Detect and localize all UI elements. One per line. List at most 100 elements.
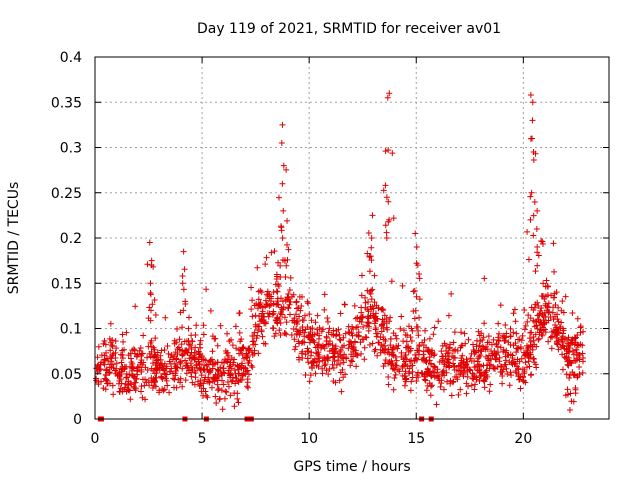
data-point: [431, 363, 437, 369]
data-point: [327, 366, 333, 372]
data-point: [144, 355, 150, 361]
data-point: [230, 342, 236, 348]
data-point: [181, 286, 187, 292]
data-point: [481, 320, 487, 326]
data-point: [352, 339, 358, 345]
data-point: [264, 255, 270, 261]
y-tick-label: 0.35: [51, 95, 82, 111]
data-point: [535, 337, 541, 343]
data-point: [531, 157, 537, 163]
data-point: [248, 306, 254, 312]
chart: Day 119 of 2021, SRMTID for receiver av0…: [0, 0, 640, 480]
data-point: [452, 329, 458, 335]
data-point: [532, 199, 538, 205]
data-point: [530, 99, 536, 105]
x-axis-label: GPS time / hours: [293, 459, 410, 475]
data-point: [487, 382, 493, 388]
data-point: [208, 308, 214, 314]
data-point: [223, 388, 229, 394]
data-point: [416, 271, 422, 277]
data-point: [550, 240, 556, 246]
data-point: [149, 258, 155, 264]
data-point: [226, 384, 232, 390]
data-point: [386, 381, 392, 387]
data-point: [361, 356, 367, 362]
data-point: [527, 330, 533, 336]
data-point: [369, 296, 375, 302]
data-point: [422, 328, 428, 334]
data-point: [165, 343, 171, 349]
data-point: [551, 269, 557, 275]
data-point: [389, 278, 395, 284]
data-point: [138, 345, 144, 351]
data-point: [275, 289, 281, 295]
data-point: [451, 364, 457, 370]
y-tick-label: 0: [73, 412, 82, 428]
data-point: [486, 333, 492, 339]
data-point: [118, 359, 124, 365]
data-point: [287, 312, 293, 318]
data-point: [548, 335, 554, 341]
data-point: [218, 323, 224, 329]
y-axis-label: SRMTID / TECUs: [6, 182, 22, 295]
x-tick-label: 20: [514, 431, 532, 447]
data-point: [315, 313, 321, 319]
data-point: [513, 318, 519, 324]
data-point: [284, 242, 290, 248]
data-point: [514, 345, 520, 351]
data-point: [224, 331, 230, 337]
data-point: [119, 352, 125, 358]
chart-title: Day 119 of 2021, SRMTID for receiver av0…: [197, 21, 501, 37]
data-point: [138, 389, 144, 395]
data-point: [481, 275, 487, 281]
data-point: [213, 400, 219, 406]
data-point: [192, 332, 198, 338]
data-point: [499, 381, 505, 387]
data-point: [404, 339, 410, 345]
data-point: [417, 275, 423, 281]
data-point: [278, 224, 284, 230]
data-point: [387, 315, 393, 321]
data-point: [198, 338, 204, 344]
data-point: [138, 383, 144, 389]
data-point: [438, 348, 444, 354]
data-point: [580, 370, 586, 376]
data-point: [233, 323, 239, 329]
data-point: [434, 401, 440, 407]
data-point: [513, 331, 519, 337]
data-point: [524, 343, 530, 349]
data-point: [414, 324, 420, 330]
data-point: [108, 321, 114, 327]
data-point: [293, 344, 299, 350]
data-point: [234, 396, 240, 402]
data-point: [249, 364, 255, 370]
data-point: [457, 387, 463, 393]
data-point: [465, 337, 471, 343]
data-point: [338, 311, 344, 317]
y-tick-label: 0.1: [60, 322, 82, 338]
data-point: [234, 390, 240, 396]
data-point: [171, 384, 177, 390]
data-point: [427, 336, 433, 342]
data-point: [527, 194, 533, 200]
data-point: [235, 399, 241, 405]
data-point: [545, 339, 551, 345]
data-point: [482, 384, 488, 390]
data-point: [369, 235, 375, 241]
data-point: [283, 263, 289, 269]
data-point: [388, 336, 394, 342]
data-point: [305, 300, 311, 306]
data-point: [400, 338, 406, 344]
data-point: [556, 319, 562, 325]
y-tick-label: 0.2: [60, 231, 82, 247]
data-point: [237, 310, 243, 316]
data-point: [432, 324, 438, 330]
data-point: [237, 330, 243, 336]
data-point: [248, 285, 254, 291]
data-point: [279, 122, 285, 128]
data-point: [416, 315, 422, 321]
data-point: [524, 319, 530, 325]
data-point: [292, 346, 298, 352]
data-point: [507, 326, 513, 332]
data-point: [367, 268, 373, 274]
